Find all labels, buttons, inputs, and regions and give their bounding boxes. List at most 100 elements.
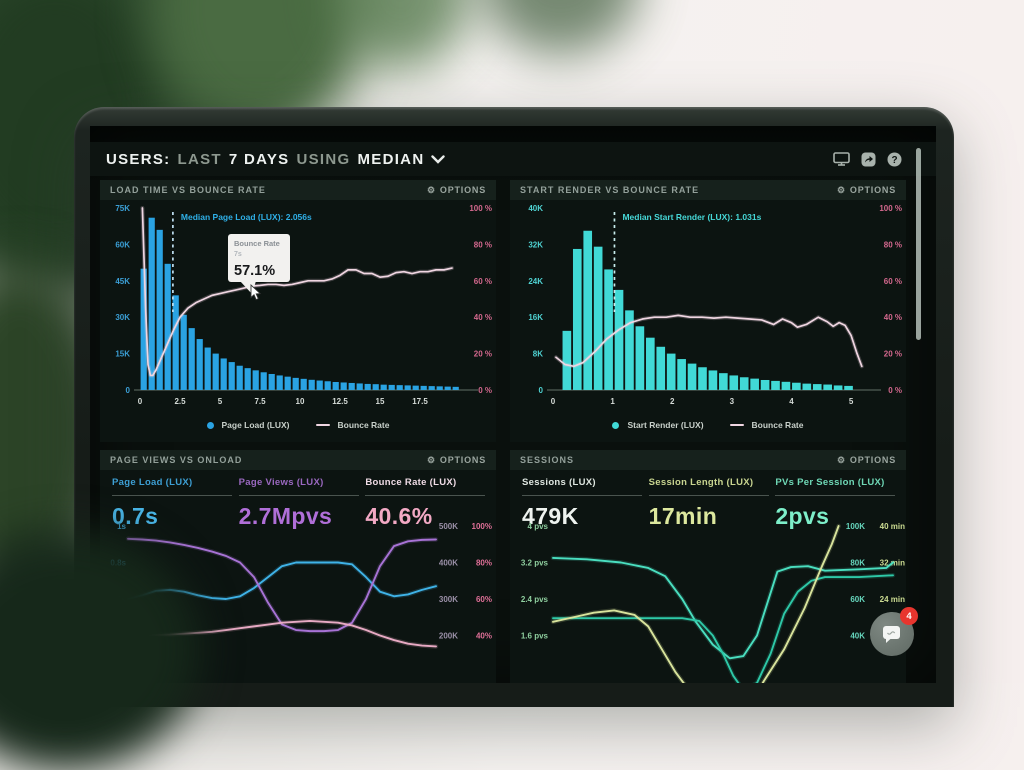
svg-text:80 %: 80 % xyxy=(474,240,492,249)
options-button[interactable]: ⚙ OPTIONS xyxy=(837,184,896,195)
options-button[interactable]: ⚙ OPTIONS xyxy=(427,184,486,195)
legend-label: Page Load (LUX) xyxy=(221,420,290,430)
panel-load-time-vs-bounce-rate: LOAD TIME VS BOUNCE RATE ⚙ OPTIONS 75K 60… xyxy=(100,180,496,442)
panel-sessions: SESSIONS ⚙ OPTIONS Sessions (LUX) 479K S… xyxy=(510,450,906,683)
svg-text:0: 0 xyxy=(551,397,556,406)
svg-text:40K: 40K xyxy=(850,632,865,641)
options-button[interactable]: ⚙ OPTIONS xyxy=(427,454,486,465)
metric-value: 0.7s xyxy=(112,503,159,529)
panel-title: START RENDER VS BOUNCE RATE xyxy=(520,185,700,195)
display-icon[interactable] xyxy=(833,152,850,166)
svg-text:2.5: 2.5 xyxy=(174,397,186,406)
svg-text:40 %: 40 % xyxy=(884,313,902,322)
gear-icon: ⚙ xyxy=(837,184,846,195)
svg-text:200K: 200K xyxy=(439,632,458,641)
blurred-plant-leaf xyxy=(480,0,640,55)
svg-text:2.4 pvs: 2.4 pvs xyxy=(521,595,549,604)
svg-text:20 %: 20 % xyxy=(474,350,492,359)
options-button[interactable]: ⚙ OPTIONS xyxy=(837,454,896,465)
svg-text:60 %: 60 % xyxy=(474,277,492,286)
svg-text:75K: 75K xyxy=(115,204,130,213)
metrics-row: Sessions (LUX) 479K Session Length (LUX)… xyxy=(522,472,902,530)
legend-dot-icon xyxy=(612,421,620,429)
svg-text:Median Page Load (LUX): 2.056s: Median Page Load (LUX): 2.056s xyxy=(181,212,312,222)
svg-text:40 min: 40 min xyxy=(880,522,905,531)
svg-text:40%: 40% xyxy=(476,632,492,641)
metric-label: Bounce Rate (LUX) xyxy=(365,477,457,488)
svg-text:20 %: 20 % xyxy=(884,350,902,359)
header-users-label: USERS: xyxy=(106,150,171,168)
svg-text:60K: 60K xyxy=(115,240,130,249)
svg-text:0: 0 xyxy=(539,386,544,395)
users-period-dropdown[interactable]: USERS: LAST 7 DAYS USING MEDIAN xyxy=(106,150,446,168)
metric-bounce-rate: Bounce Rate (LUX) 40.6% xyxy=(365,472,492,530)
svg-text:8K: 8K xyxy=(533,350,543,359)
svg-text:60%: 60% xyxy=(476,595,492,604)
chevron-down-icon xyxy=(431,154,446,164)
svg-text:0: 0 xyxy=(126,386,131,395)
svg-text:100 %: 100 % xyxy=(879,204,902,213)
metric-label: Sessions (LUX) xyxy=(522,477,596,488)
metric-label: Page Load (LUX) xyxy=(112,477,193,488)
svg-text:45K: 45K xyxy=(115,277,130,286)
svg-text:40K: 40K xyxy=(528,204,543,213)
svg-text:12.5: 12.5 xyxy=(332,397,348,406)
metric-value: 17min xyxy=(648,503,718,529)
metric-value: 2.7Mpvs xyxy=(238,503,333,529)
panel-title: LOAD TIME VS BOUNCE RATE xyxy=(110,185,266,195)
legend-line-icon xyxy=(729,423,744,427)
svg-text:24K: 24K xyxy=(528,277,543,286)
metric-page-views: Page Views (LUX) 2.7Mpvs xyxy=(238,472,366,530)
panel-start-render-vs-bounce-rate: START RENDER VS BOUNCE RATE ⚙ OPTIONS 40… xyxy=(510,180,906,442)
metric-page-load: Page Load (LUX) 0.7s xyxy=(112,472,239,530)
svg-text:15K: 15K xyxy=(115,350,130,359)
svg-text:80K: 80K xyxy=(850,559,865,568)
svg-text:4: 4 xyxy=(789,397,794,406)
sessions-line-chart[interactable]: 4 pvs 3.2 pvs 2.4 pvs 1.6 pvs 100K 80K 60K 40K 4… xyxy=(510,516,906,683)
svg-text:30K: 30K xyxy=(115,313,130,322)
svg-text:1s: 1s xyxy=(117,522,126,531)
metric-value: 2pvs xyxy=(775,503,830,529)
metric-label: Session Length (LUX) xyxy=(648,477,754,488)
svg-text:0 %: 0 % xyxy=(888,386,902,395)
share-icon[interactable] xyxy=(861,152,876,167)
metric-label: PVs Per Session (LUX) xyxy=(775,477,885,488)
svg-text:15: 15 xyxy=(376,397,385,406)
metric-value: 479K xyxy=(522,503,579,529)
panel-title: PAGE VIEWS VS ONLOAD xyxy=(110,455,243,465)
chat-bubble-icon xyxy=(883,625,900,643)
svg-text:300K: 300K xyxy=(439,595,458,604)
load-time-histogram-chart[interactable]: 75K 60K 45K 30K 15K 0 100 % 80 % 60 % 40 % 20 % 0 %… xyxy=(100,200,496,420)
svg-text:5: 5 xyxy=(218,397,223,406)
svg-text:100 %: 100 % xyxy=(469,204,492,213)
metric-session-length: Session Length (LUX) 17min xyxy=(648,472,776,530)
svg-text:0 %: 0 % xyxy=(478,386,492,395)
metric-value: 40.6% xyxy=(365,503,433,529)
help-icon[interactable]: ? xyxy=(887,152,902,167)
legend-label: Bounce Rate xyxy=(751,420,804,430)
header-last-label: LAST xyxy=(177,150,222,168)
svg-text:80%: 80% xyxy=(476,559,492,568)
chart-legend: Start Render (LUX) Bounce Rate xyxy=(510,420,906,430)
svg-text:400K: 400K xyxy=(439,559,458,568)
svg-text:60 %: 60 % xyxy=(884,277,902,286)
svg-text:4 pvs: 4 pvs xyxy=(528,522,549,531)
gear-icon: ⚙ xyxy=(837,454,846,465)
svg-text:100%: 100% xyxy=(472,522,492,531)
svg-text:?: ? xyxy=(891,155,897,166)
chat-widget-button[interactable]: 4 xyxy=(870,607,918,656)
gear-icon: ⚙ xyxy=(427,184,436,195)
chart-legend: Page Load (LUX) Bounce Rate xyxy=(100,420,496,430)
svg-text:80 %: 80 % xyxy=(884,240,902,249)
dashboard-header: USERS: LAST 7 DAYS USING MEDIAN ? xyxy=(90,142,936,176)
header-median-label: MEDIAN xyxy=(357,150,425,168)
legend-label: Start Render (LUX) xyxy=(627,420,704,430)
notification-badge: 4 xyxy=(900,607,918,625)
scrollbar-thumb[interactable] xyxy=(916,148,921,340)
svg-text:16K: 16K xyxy=(528,313,543,322)
metrics-row: Page Load (LUX) 0.7s Page Views (LUX) 2.… xyxy=(112,472,492,530)
metric-sessions: Sessions (LUX) 479K xyxy=(522,472,649,530)
legend-dot-icon xyxy=(206,421,214,429)
start-render-histogram-chart[interactable]: 40K 32K 24K 16K 8K 0 100 % 80 % 60 % 40 % 20 % 0 % M… xyxy=(510,200,906,420)
svg-text:1: 1 xyxy=(610,397,615,406)
